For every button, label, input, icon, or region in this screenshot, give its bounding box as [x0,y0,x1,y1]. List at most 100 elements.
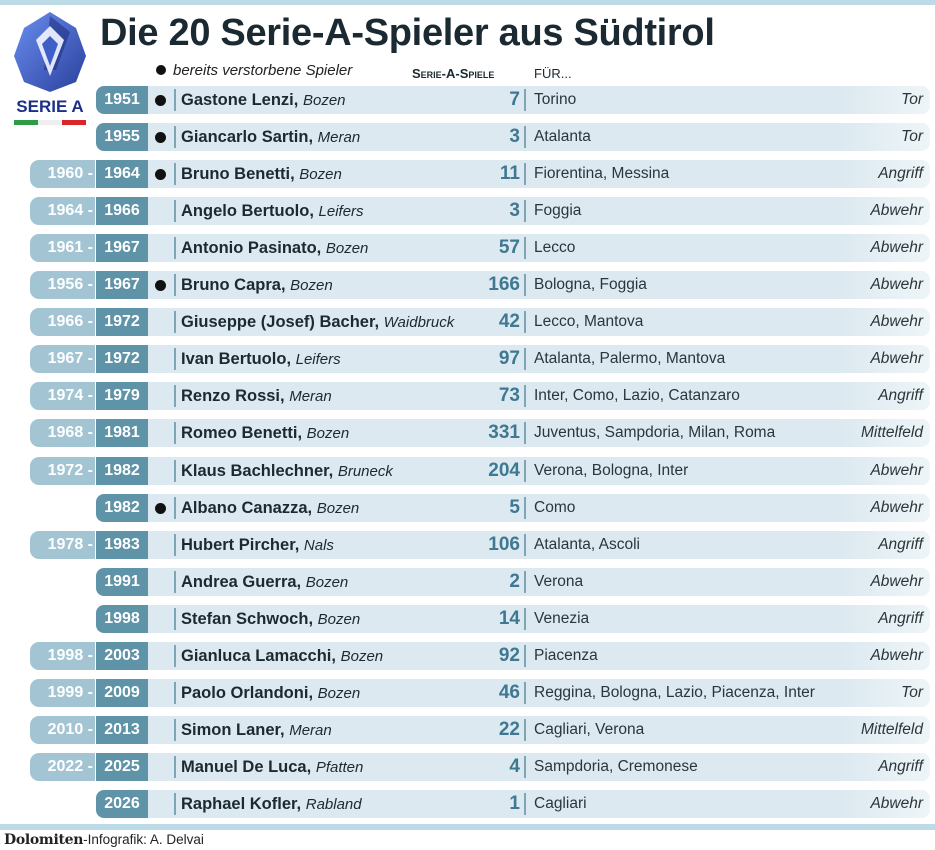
clubs: Piacenza [534,647,598,664]
clubs: Atalanta, Ascoli [534,536,640,553]
player-town: Bozen [325,240,369,257]
end-year: 1982 [96,494,148,522]
start-year-text: 1956 [47,276,84,293]
end-year: 1967 [96,271,148,299]
player-name-text: Raphael Kofler [181,795,297,813]
separator [174,756,176,778]
row-background [148,271,930,299]
position: Abwehr [870,462,923,479]
table-row: 1998 -2003 Gianluca Lamacchi, Bozen 92 Piac… [0,642,935,670]
end-year: 2009 [96,679,148,707]
start-year-text: 1968 [47,424,84,441]
games-count: 14 [498,608,520,629]
end-year: 2003 [96,642,148,670]
row-background [148,197,930,225]
end-year: 1972 [96,345,148,373]
row-background [148,86,930,114]
player-town: Waidbruck [383,314,455,331]
end-year: 1967 [96,234,148,262]
deceased-dot-icon [155,169,166,180]
player-name-text: Paolo Orlandoni [181,684,309,702]
end-year: 1982 [96,457,148,485]
player-name: Angelo Bertuolo, Leifers [181,202,364,220]
separator [174,237,176,259]
player-name: Gastone Lenzi, Bozen [181,91,346,109]
start-year: 2022 - [30,753,95,781]
start-year: 1978 - [30,531,95,559]
separator [524,385,526,407]
player-name: Bruno Benetti, Bozen [181,165,342,183]
row-fade [840,568,930,596]
separator [174,274,176,296]
separator [524,348,526,370]
separator [524,682,526,704]
table-row: 1991 Andrea Guerra, Bozen 2 Verona Abwehr [0,568,935,596]
player-town: Bozen [317,685,361,702]
start-year-text: 1978 [47,536,84,553]
clubs: Lecco [534,239,576,256]
end-year: 1981 [96,419,148,447]
table-row: 1978 -1983 Hubert Pircher, Nals 106 Atalant… [0,531,935,559]
position: Angriff [878,387,923,404]
start-year: 1964 - [30,197,95,225]
table-row: 1968 -1981 Romeo Benetti, Bozen 331 Juventu… [0,419,935,447]
separator [174,719,176,741]
player-name: Albano Canazza, Bozen [181,499,360,517]
row-background [148,753,930,781]
credit-brand: Dolomiten [4,832,84,848]
start-year-text: 1972 [47,462,84,479]
position: Mittelfeld [860,424,923,441]
clubs: Verona, Bologna, Inter [534,462,689,479]
header-clubs: FÜR... [534,66,572,81]
separator [174,682,176,704]
table-row: 1956 -1967 Bruno Capra, Bozen 166 Bologna, … [0,271,935,299]
table-row: 1972 -1982 Klaus Bachlechner, Bruneck 204 V… [0,457,935,485]
clubs: Foggia [534,202,582,219]
row-fade [840,679,930,707]
separator [524,237,526,259]
clubs: Bologna, Foggia [534,276,647,293]
player-town: Bozen [340,648,384,665]
player-town: Bozen [305,574,349,591]
player-name: Hubert Pircher, Nals [181,536,334,554]
separator [174,422,176,444]
player-name-text: Simon Laner [181,721,281,739]
separator [524,608,526,630]
row-background [148,531,930,559]
player-town: Rabland [305,796,362,813]
deceased-dot-icon [155,280,166,291]
clubs: Juventus, Sampdoria, Milan, Roma [534,424,776,441]
table-row: 1967 -1972 Ivan Bertuolo, Leifers 97 Atalan… [0,345,935,373]
bottom-border [0,824,935,830]
serie-a-logo-text: SERIE A [16,97,83,116]
row-background [148,160,930,188]
clubs: Inter, Como, Lazio, Catanzaro [534,387,740,404]
player-name: Giuseppe (Josef) Bacher, Waidbruck [181,313,455,331]
player-name-text: Manuel De Luca [181,758,307,776]
credit-text: -Infografik: A. Delvai [83,832,204,847]
player-town: Meran [317,129,361,146]
position: Tor [901,684,923,701]
end-year: 1964 [96,160,148,188]
games-count: 46 [498,682,520,703]
deceased-dot-icon [156,65,166,75]
start-year-text: 2010 [47,721,84,738]
clubs: Torino [534,91,577,108]
separator [524,497,526,519]
row-fade [840,605,930,633]
games-count: 166 [488,274,520,295]
clubs: Verona [534,573,584,590]
deceased-dot-icon [155,95,166,106]
end-year: 1998 [96,605,148,633]
clubs: Sampdoria, Cremonese [534,758,698,775]
clubs: Lecco, Mantova [534,313,644,330]
clubs: Fiorentina, Messina [534,165,670,182]
start-year: 1956 - [30,271,95,299]
start-year-text: 2022 [47,758,84,775]
player-name-text: Bruno Benetti [181,165,291,183]
row-background [148,457,930,485]
separator [524,311,526,333]
position: Abwehr [870,350,923,367]
games-count: 1 [509,793,520,814]
table-row: 1982 Albano Canazza, Bozen 5 Como Abwehr [0,494,935,522]
